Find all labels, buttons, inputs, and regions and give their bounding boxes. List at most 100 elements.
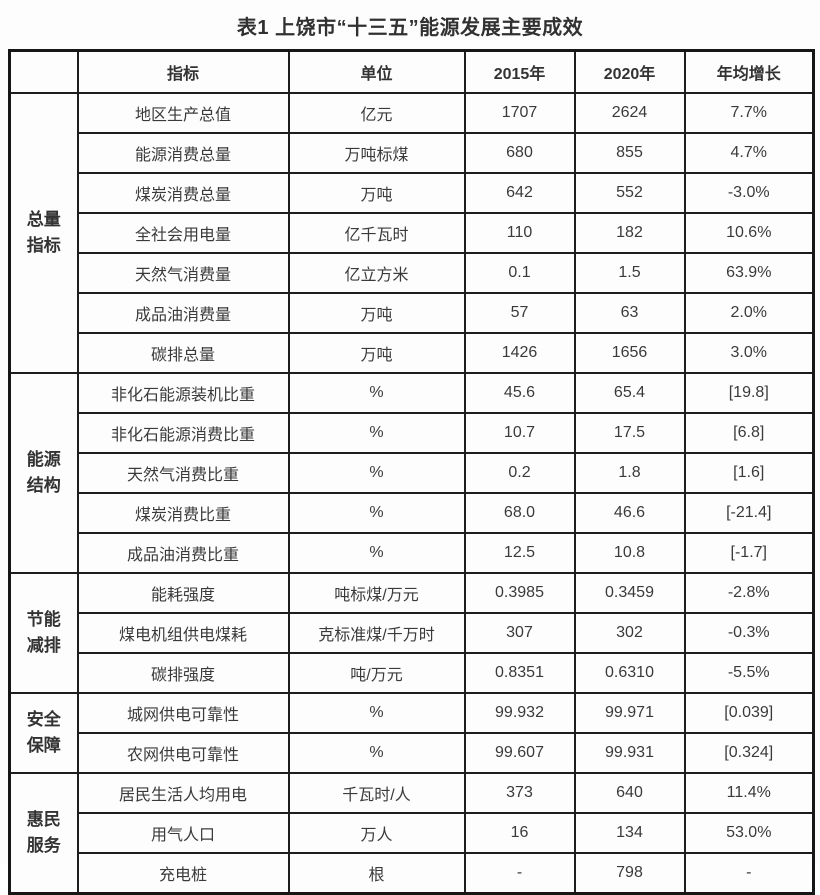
- table-row: 天然气消费比重% 0.2 1.8 [1.6]: [10, 452, 815, 494]
- table-body: 总量指标 地区生产总值 亿元 1707 2624 7.7% 能源消费总量 万吨标煤 680 855…: [8, 92, 815, 895]
- value-2015-cell: 110: [463, 212, 576, 254]
- category-label: 惠民服务: [26, 809, 61, 855]
- table-row: 碳排强度 吨/万元 0.8351 0.6310 -5.5%: [10, 652, 815, 694]
- table-row: 安全保障 城网供电可靠性% 99.932 99.971 [0.039]: [8, 692, 815, 774]
- table-row: 用气人口 万人 16 134 53.0%: [10, 812, 815, 854]
- value-2020-cell: 0.3459: [573, 572, 686, 614]
- indicator-cell: 居民生活人均用电: [76, 772, 290, 814]
- growth-cell: -5.5%: [683, 652, 815, 694]
- unit-cell: 吨标煤/万元: [287, 572, 466, 614]
- value-2020-cell: 65.4: [573, 372, 686, 414]
- indicator-cell: 能源消费总量: [76, 132, 290, 174]
- value-2015-cell: 0.3985: [463, 572, 576, 614]
- value-2015-cell: 1707: [463, 92, 576, 134]
- indicator-cell: 农网供电可靠性: [76, 732, 290, 774]
- indicator-cell: 能耗强度: [76, 572, 290, 614]
- growth-cell: 53.0%: [683, 812, 815, 854]
- table-row: 非化石能源消费比重% 10.7 17.5 [6.8]: [10, 412, 815, 454]
- unit-cell: %: [287, 492, 466, 534]
- header-year-2020: 2020年: [573, 49, 686, 94]
- value-2015-cell: 0.1: [463, 252, 576, 294]
- indicator-cell: 城网供电可靠性: [76, 692, 290, 734]
- value-2015-cell: 0.8351: [463, 652, 576, 694]
- value-2015-cell: 642: [463, 172, 576, 214]
- indicator-cell: 地区生产总值: [76, 92, 290, 134]
- value-2020-cell: 855: [573, 132, 686, 174]
- table-row: 充电桩根 -798-: [10, 852, 815, 895]
- indicator-cell: 用气人口: [76, 812, 290, 854]
- growth-cell: -3.0%: [683, 172, 815, 214]
- indicator-cell: 成品油消费比重: [76, 532, 290, 574]
- indicator-cell: 充电桩: [76, 852, 290, 895]
- category-label: 能源结构: [26, 449, 61, 495]
- growth-cell: -2.8%: [683, 572, 815, 614]
- unit-cell: 亿元: [287, 92, 466, 134]
- growth-cell: [6.8]: [683, 412, 815, 454]
- growth-cell: -0.3%: [683, 612, 815, 654]
- value-2020-cell: 302: [573, 612, 686, 654]
- value-2015-cell: 10.7: [463, 412, 576, 454]
- indicator-cell: 天然气消费比重: [76, 452, 290, 494]
- growth-cell: -: [683, 852, 815, 895]
- header-annual-growth: 年均增长: [683, 49, 815, 94]
- unit-cell: 万吨标煤: [287, 132, 466, 174]
- category-label: 节能减排: [26, 609, 61, 655]
- unit-cell: 根: [287, 852, 466, 895]
- value-2015-cell: 45.6: [463, 372, 576, 414]
- indicator-cell: 煤炭消费比重: [76, 492, 290, 534]
- header-indicator: 指标: [76, 49, 290, 94]
- value-2020-cell: 640: [573, 772, 686, 814]
- value-2020-cell: 1.8: [573, 452, 686, 494]
- indicator-cell: 全社会用电量: [76, 212, 290, 254]
- growth-cell: [0.039]: [683, 692, 815, 734]
- unit-cell: 万吨: [287, 332, 466, 374]
- value-2020-cell: 1.5: [573, 252, 686, 294]
- unit-cell: %: [287, 452, 466, 494]
- unit-cell: %: [287, 372, 466, 414]
- table-title: 表1 上饶市“十三五”能源发展主要成效: [236, 17, 584, 39]
- value-2020-cell: 99.931: [573, 732, 686, 774]
- value-2015-cell: 373: [463, 772, 576, 814]
- category-label: 安全保障: [26, 709, 61, 755]
- header-row: 指标 单位 2015年 2020年 年均增长: [8, 49, 815, 94]
- unit-cell: 万吨: [287, 172, 466, 214]
- indicator-cell: 煤电机组供电煤耗: [76, 612, 290, 654]
- document-page: 表1 上饶市“十三五”能源发展主要成效 指标 单位 2015年 2020年 年均…: [8, 17, 815, 895]
- value-2015-cell: 680: [463, 132, 576, 174]
- unit-cell: 万人: [287, 812, 466, 854]
- growth-cell: [19.8]: [683, 372, 815, 414]
- indicator-cell: 成品油消费量: [76, 292, 290, 334]
- value-2020-cell: 182: [573, 212, 686, 254]
- value-2020-cell: 552: [573, 172, 686, 214]
- value-2015-cell: 1426: [463, 332, 576, 374]
- header-unit: 单位: [287, 49, 466, 94]
- indicator-cell: 非化石能源装机比重: [76, 372, 290, 414]
- value-2015-cell: 0.2: [463, 452, 576, 494]
- growth-cell: [-1.7]: [683, 532, 815, 574]
- indicator-cell: 煤炭消费总量: [76, 172, 290, 214]
- value-2020-cell: 0.6310: [573, 652, 686, 694]
- value-2015-cell: 16: [463, 812, 576, 854]
- growth-cell: 10.6%: [683, 212, 815, 254]
- unit-cell: 克标准煤/千万时: [287, 612, 466, 654]
- category-cell: 惠民服务: [8, 772, 79, 895]
- table-row: 天然气消费量 亿立方米 0.1 1.5 63.9%: [10, 252, 815, 294]
- growth-cell: 11.4%: [683, 772, 815, 814]
- growth-cell: 3.0%: [683, 332, 815, 374]
- growth-cell: 7.7%: [683, 92, 815, 134]
- table-row: 碳排总量 万吨 1426 1656 3.0%: [10, 332, 815, 374]
- indicator-cell: 天然气消费量: [76, 252, 290, 294]
- table-row: 成品油消费量 万吨 57 63 2.0%: [10, 292, 815, 334]
- growth-cell: [-21.4]: [683, 492, 815, 534]
- growth-cell: 4.7%: [683, 132, 815, 174]
- unit-cell: %: [287, 412, 466, 454]
- value-2020-cell: 1656: [573, 332, 686, 374]
- unit-cell: 亿千瓦时: [287, 212, 466, 254]
- value-2015-cell: 12.5: [463, 532, 576, 574]
- table-row: 能源结构 非化石能源装机比重% 45.6 65.4 [19.8]: [8, 372, 815, 574]
- value-2020-cell: 46.6: [573, 492, 686, 534]
- table-row: 节能减排 能耗强度 吨标煤/万元 0.3985 0.3459 -2.8%: [8, 572, 815, 694]
- unit-cell: 万吨: [287, 292, 466, 334]
- value-2020-cell: 798: [573, 852, 686, 895]
- category-cell: 总量指标: [8, 92, 79, 374]
